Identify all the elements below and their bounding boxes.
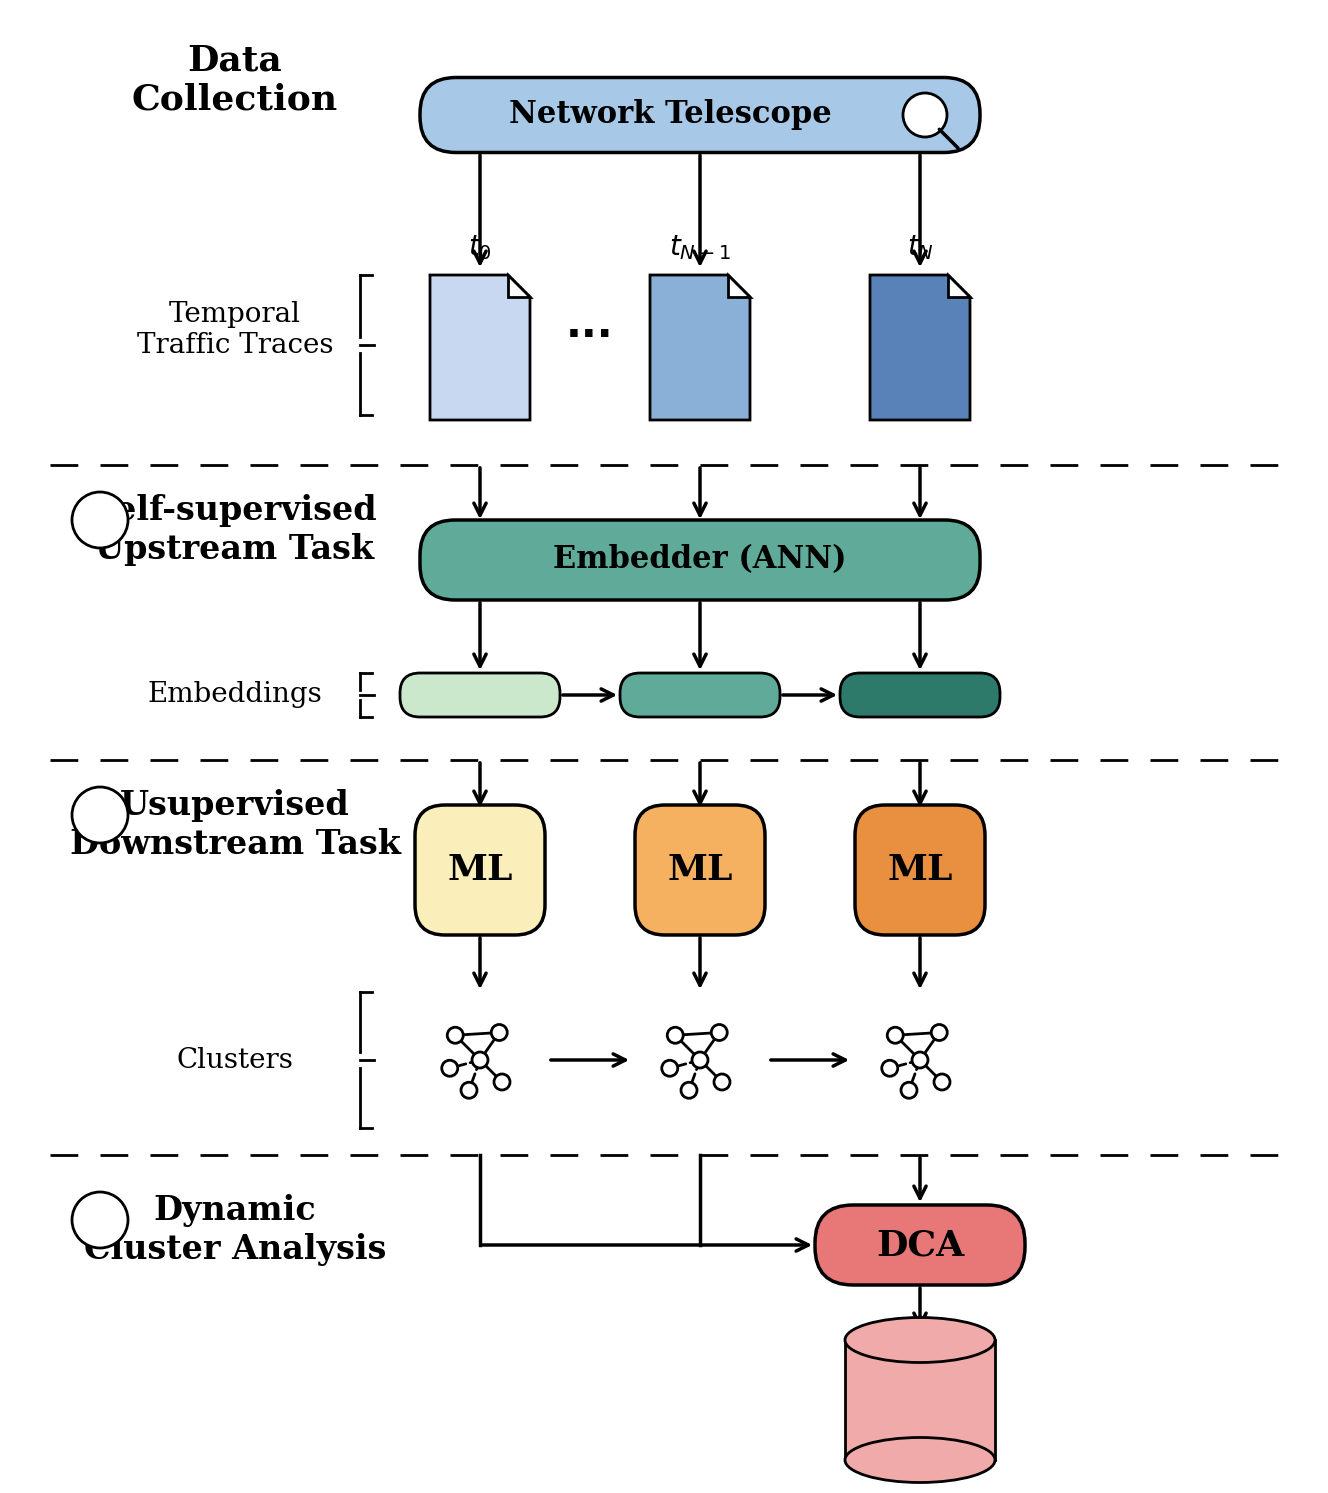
Text: DCA: DCA	[876, 1229, 964, 1262]
Circle shape	[667, 1027, 683, 1044]
FancyBboxPatch shape	[815, 1205, 1025, 1285]
Circle shape	[931, 1024, 947, 1041]
Text: $t_{N-1}$: $t_{N-1}$	[669, 233, 730, 263]
Text: Usupervised
Downstream Task: Usupervised Downstream Task	[69, 790, 401, 860]
Ellipse shape	[845, 1317, 995, 1363]
Polygon shape	[649, 275, 750, 420]
Polygon shape	[948, 275, 969, 297]
Text: Data
Collection: Data Collection	[131, 43, 339, 116]
Text: $t_N$: $t_N$	[907, 233, 934, 263]
FancyBboxPatch shape	[420, 78, 980, 152]
Ellipse shape	[845, 1438, 995, 1483]
Circle shape	[712, 1024, 728, 1041]
Text: Network Telescope: Network Telescope	[509, 100, 831, 130]
FancyBboxPatch shape	[414, 805, 544, 935]
Text: ML: ML	[887, 853, 952, 887]
Text: 3: 3	[90, 1206, 110, 1235]
Text: Embeddings: Embeddings	[147, 681, 323, 709]
Circle shape	[494, 1073, 510, 1090]
Text: Dynamic
Cluster Analysis: Dynamic Cluster Analysis	[84, 1194, 386, 1266]
Circle shape	[72, 493, 127, 548]
Polygon shape	[430, 275, 530, 420]
Bar	[845, 1341, 995, 1460]
FancyBboxPatch shape	[841, 673, 1000, 717]
Circle shape	[661, 1060, 677, 1076]
Circle shape	[442, 1060, 458, 1076]
Circle shape	[461, 1082, 477, 1099]
Circle shape	[448, 1027, 463, 1044]
Circle shape	[887, 1027, 903, 1044]
FancyBboxPatch shape	[420, 520, 980, 600]
Circle shape	[72, 787, 127, 844]
Circle shape	[714, 1073, 730, 1090]
FancyBboxPatch shape	[855, 805, 985, 935]
Text: Clusters: Clusters	[177, 1047, 293, 1073]
Circle shape	[681, 1082, 697, 1099]
Text: ML: ML	[667, 853, 733, 887]
Polygon shape	[728, 275, 750, 297]
FancyBboxPatch shape	[400, 673, 560, 717]
Circle shape	[934, 1073, 950, 1090]
Text: $t_0$: $t_0$	[467, 233, 491, 263]
Circle shape	[903, 93, 947, 137]
Polygon shape	[509, 275, 530, 297]
Circle shape	[912, 1053, 928, 1067]
Text: 2: 2	[90, 802, 110, 829]
Circle shape	[692, 1053, 708, 1067]
Text: Embedder (ANN): Embedder (ANN)	[554, 545, 847, 575]
Circle shape	[471, 1053, 487, 1067]
FancyBboxPatch shape	[635, 805, 765, 935]
Text: ...: ...	[566, 305, 614, 346]
Text: Temporal
Traffic Traces: Temporal Traffic Traces	[137, 302, 333, 360]
Polygon shape	[870, 275, 969, 420]
Text: Self-supervised
Upstream Task: Self-supervised Upstream Task	[92, 494, 377, 566]
Circle shape	[72, 1191, 127, 1248]
Text: ML: ML	[448, 853, 513, 887]
Circle shape	[491, 1024, 507, 1041]
Circle shape	[900, 1082, 918, 1099]
FancyBboxPatch shape	[620, 673, 780, 717]
Text: 1: 1	[90, 506, 110, 534]
Circle shape	[882, 1060, 898, 1076]
